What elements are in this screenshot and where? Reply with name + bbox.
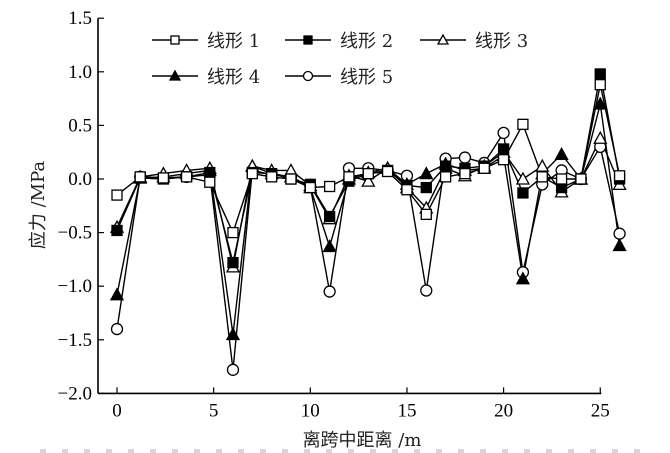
filled-square-marker-icon (594, 68, 606, 80)
y-tick-label: −1.0 (58, 276, 92, 297)
filled-triangle-marker-icon (515, 271, 531, 285)
series-line-4 (116, 103, 621, 335)
cropped-caption-fragment (40, 449, 640, 453)
filled-triangle-marker-icon (554, 146, 569, 160)
open-square-marker-icon (362, 167, 374, 180)
series-markers (109, 96, 627, 341)
open-square-marker-icon (180, 171, 193, 183)
open-square-marker-icon (575, 173, 587, 185)
filled-square-marker-icon (111, 224, 123, 237)
open-triangle-marker-icon (361, 173, 376, 187)
series-markers (109, 130, 627, 273)
open-square-marker-icon (420, 208, 432, 221)
legend-label: 线形 2 (340, 31, 393, 52)
open-square-marker-icon (170, 35, 180, 45)
legend-label: 线形 3 (475, 31, 528, 52)
y-tick-label: −2.0 (58, 383, 92, 404)
open-square-marker-icon (227, 226, 239, 239)
open-triangle-marker-icon (436, 33, 450, 45)
open-square-marker-icon (157, 172, 170, 184)
open-triangle-marker-icon (515, 171, 531, 185)
legend-label: 线形 1 (207, 31, 260, 52)
open-square-marker-icon (497, 154, 510, 166)
filled-square-marker-icon (204, 166, 216, 179)
y-tick-label: 0.0 (68, 169, 92, 190)
open-square-marker-icon (459, 167, 471, 180)
filled-triangle-marker-icon (109, 287, 125, 301)
x-tick-label: 20 (494, 400, 513, 421)
open-square-marker-icon (401, 184, 413, 196)
filled-square-marker-icon (420, 181, 432, 194)
x-tick-label: 0 (112, 400, 122, 421)
legend-item-4: 线形 4 (152, 67, 260, 88)
series-line-3 (116, 136, 621, 268)
x-tick-label: 15 (397, 400, 416, 421)
filled-square-marker-icon (497, 143, 510, 155)
y-tick-label: 1.0 (68, 62, 92, 83)
open-square-marker-icon (285, 173, 297, 185)
legend-item-5: 线形 5 (285, 67, 393, 88)
legend-item-3: 线形 3 (420, 31, 528, 52)
filled-square-marker-icon (303, 35, 313, 45)
series-markers (110, 126, 626, 376)
y-tick-label: −1.5 (58, 330, 92, 351)
legend-label: 线形 5 (340, 67, 393, 88)
open-square-marker-icon (304, 181, 316, 194)
legend-item-2: 线形 2 (285, 31, 393, 52)
open-square-marker-icon (594, 79, 606, 91)
x-tick-label: 10 (301, 400, 320, 421)
series-markers (111, 79, 626, 239)
filled-triangle-marker-icon (168, 69, 182, 81)
open-square-marker-icon (536, 171, 548, 183)
series-group (109, 68, 627, 376)
open-square-marker-icon (343, 171, 355, 183)
open-square-marker-icon (111, 189, 123, 201)
open-triangle-marker-icon (535, 158, 550, 172)
y-tick-label: 1.5 (68, 8, 92, 29)
open-square-marker-icon (517, 118, 529, 130)
open-circle-marker-icon (302, 70, 314, 82)
open-square-marker-icon (381, 165, 394, 178)
open-circle-marker-icon (497, 126, 510, 140)
open-circle-marker-icon (110, 322, 124, 336)
open-square-marker-icon (323, 180, 336, 193)
open-circle-marker-icon (458, 151, 472, 164)
filled-triangle-marker-icon (593, 96, 608, 110)
filled-square-marker-icon (517, 187, 529, 199)
open-square-marker-icon (265, 171, 278, 183)
legend-label: 线形 4 (207, 67, 260, 88)
filled-square-marker-icon (323, 210, 336, 223)
filled-square-marker-icon (227, 256, 239, 269)
legend: 线形 1 线形 2 线形 3 线形 4 线形 5 (152, 31, 528, 88)
x-tick-label: 5 (209, 400, 219, 421)
open-square-marker-icon (246, 167, 258, 180)
filled-square-marker-icon (439, 160, 452, 172)
y-axis-title: 应力 /MPa (28, 161, 49, 250)
x-tick-label: 25 (591, 400, 610, 421)
open-circle-marker-icon (420, 284, 433, 297)
series-line-1 (116, 84, 621, 235)
x-axis-title: 离跨中距离 /m (303, 430, 422, 451)
legend-item-1: 线形 1 (152, 31, 260, 52)
filled-triangle-marker-icon (225, 327, 241, 341)
y-tick-label: −0.5 (58, 223, 92, 244)
open-square-marker-icon (439, 171, 452, 183)
open-square-marker-icon (134, 171, 146, 183)
open-square-marker-icon (613, 170, 626, 182)
filled-triangle-marker-icon (322, 239, 337, 253)
open-circle-marker-icon (226, 363, 240, 376)
filled-triangle-marker-icon (419, 166, 434, 180)
open-triangle-marker-icon (593, 130, 608, 144)
open-circle-marker-icon (323, 285, 336, 298)
open-square-marker-icon (204, 176, 216, 188)
axes: 1.5 1.0 0.5 0.0 −0.5 −1.0 −1.5 −2.0 0 5 10 15 20 25 (58, 8, 610, 421)
filled-triangle-marker-icon (612, 238, 627, 252)
series-line-5 (116, 130, 621, 370)
open-circle-marker-icon (613, 227, 626, 240)
open-square-marker-icon (478, 162, 490, 174)
y-tick-label: 0.5 (68, 115, 92, 136)
open-square-marker-icon (555, 173, 568, 185)
